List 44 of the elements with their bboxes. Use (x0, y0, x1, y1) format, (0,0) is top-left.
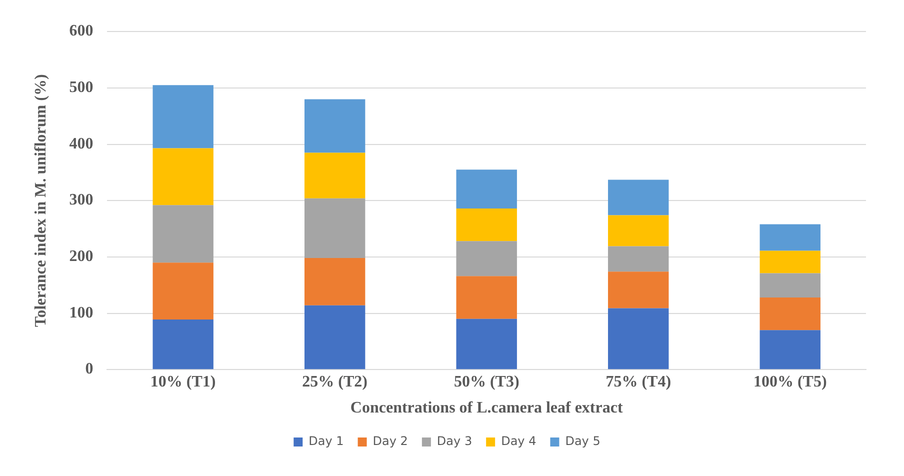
legend-label: Day 4 (501, 434, 536, 448)
y-axis-title: Tolerance index in M. uniflorum (%) (32, 74, 50, 327)
bar (608, 308, 669, 370)
y-tick-label: 0 (85, 360, 94, 378)
bar (608, 180, 669, 216)
bar (304, 305, 366, 370)
bar (304, 99, 366, 153)
legend-label: Day 2 (372, 434, 408, 448)
bar (456, 318, 517, 370)
bar (152, 205, 214, 263)
bar (152, 148, 214, 206)
bar (456, 276, 517, 319)
x-tick-label: 100% (T5) (753, 373, 827, 390)
bar (760, 297, 820, 330)
bar (608, 215, 669, 246)
bar (304, 152, 366, 198)
y-tick-label: 200 (69, 248, 94, 266)
legend-label: Day 5 (565, 434, 600, 448)
bar (152, 262, 214, 320)
bar (304, 258, 366, 306)
bar (608, 246, 669, 272)
bar (760, 250, 820, 274)
x-axis-title: Concentrations of L.camera leaf extract (350, 400, 624, 417)
legend-label: Day 1 (308, 434, 344, 448)
y-tick-label: 100 (69, 304, 94, 322)
bar (152, 85, 214, 148)
bar (760, 273, 820, 298)
bar (760, 330, 820, 370)
bar (608, 272, 669, 308)
x-tick-label: 50% (T3) (454, 373, 520, 390)
legend-label: Day 3 (436, 434, 472, 448)
x-tick-label: 75% (T4) (606, 373, 672, 390)
y-tick-label: 600 (69, 22, 94, 40)
bar (152, 319, 214, 370)
bar (456, 208, 517, 242)
y-tick-label: 300 (69, 192, 94, 209)
bar (760, 224, 820, 251)
x-tick-label: 10% (T1) (150, 373, 216, 390)
y-tick-label: 500 (69, 79, 94, 96)
bar (456, 170, 517, 208)
x-tick-label: 25% (T2) (302, 373, 368, 390)
bar (456, 241, 517, 276)
y-tick-label: 400 (69, 135, 94, 152)
bar (304, 198, 366, 258)
